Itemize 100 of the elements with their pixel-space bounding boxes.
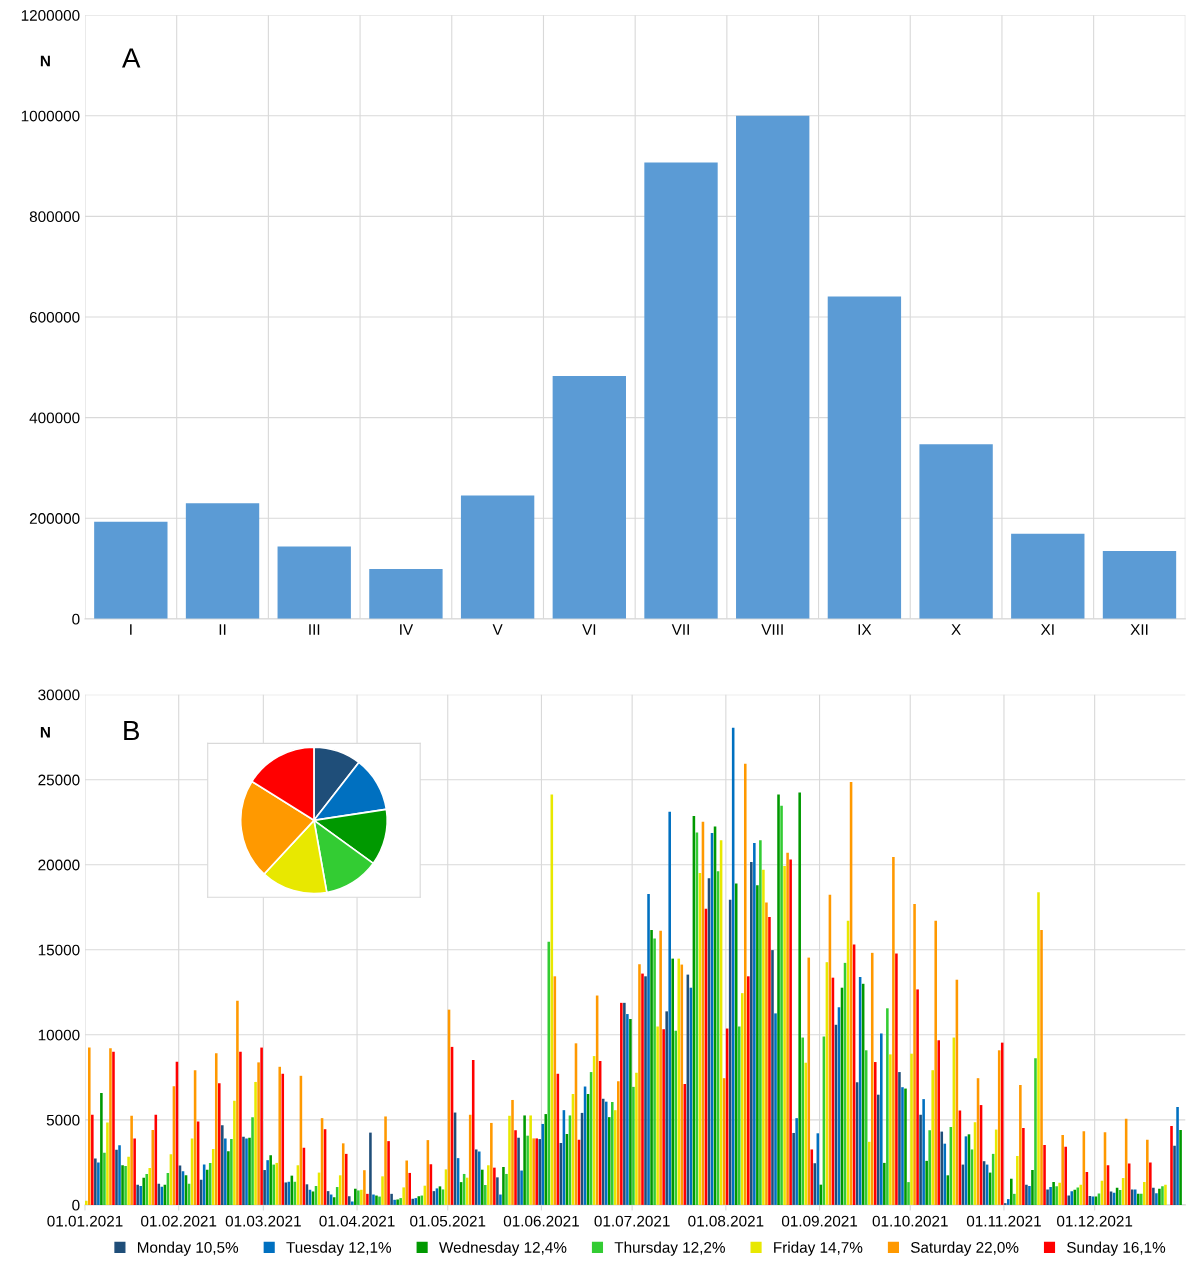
bar (792, 1132, 795, 1205)
bar (629, 1019, 632, 1205)
x-tick-label: 01.02.2021 (141, 1215, 217, 1227)
bar (211, 1149, 215, 1205)
y-tick-label: 600000 (29, 311, 80, 323)
bar (218, 1083, 221, 1205)
bar (795, 1118, 798, 1205)
bar (783, 866, 786, 1205)
x-tick-label: 01.06.2021 (503, 1215, 579, 1227)
annotation: A (122, 48, 141, 68)
bar (281, 1073, 285, 1205)
bar (880, 1033, 883, 1205)
x-tick-label: XII (1130, 624, 1148, 635)
bar (363, 1170, 366, 1205)
bar (103, 1152, 106, 1205)
bar (508, 1115, 511, 1205)
bar (614, 1110, 617, 1205)
bar (937, 1040, 941, 1205)
bar (737, 1026, 741, 1205)
bar (487, 1165, 490, 1205)
y-tick-label: 0 (72, 1199, 80, 1211)
bar (1136, 1193, 1140, 1205)
y-tick-label: 5000 (46, 1114, 80, 1126)
bar (347, 1196, 351, 1205)
legend-label: Tuesday 12,1% (286, 1241, 392, 1256)
bar (934, 920, 937, 1205)
bar (369, 569, 443, 619)
bar (747, 976, 750, 1205)
bar (514, 1130, 517, 1205)
x-tick-label: VI (582, 624, 596, 635)
bar (768, 916, 771, 1205)
bar (1067, 1195, 1071, 1205)
bar (1019, 1084, 1022, 1205)
bar (148, 1167, 152, 1205)
bar (214, 1053, 218, 1205)
bar (185, 503, 260, 619)
bar (1055, 1186, 1058, 1205)
bar (907, 1182, 910, 1205)
bar (617, 1081, 620, 1205)
bar (756, 885, 759, 1205)
bar (789, 859, 792, 1205)
x-tick-label: VII (671, 624, 689, 635)
bar (266, 1160, 269, 1205)
bar (1152, 1187, 1155, 1205)
bar (771, 950, 774, 1205)
bar (759, 840, 762, 1205)
bar (1031, 1170, 1034, 1205)
x-tick-label: 01.04.2021 (319, 1215, 395, 1227)
bar (384, 1116, 387, 1205)
bar (408, 1172, 412, 1205)
legend-label: Monday 10,5% (137, 1241, 239, 1256)
bar (743, 763, 747, 1205)
bar (810, 1149, 814, 1205)
y-tick-label: 0 (72, 613, 80, 625)
bar (913, 904, 916, 1205)
bar (898, 1072, 901, 1205)
bar (1022, 1128, 1025, 1205)
bar (520, 1170, 523, 1205)
bar (227, 1151, 230, 1205)
bar (889, 1054, 892, 1205)
bar (916, 989, 919, 1205)
bar (100, 1092, 103, 1205)
bar (892, 857, 895, 1205)
bar (635, 1072, 638, 1205)
bar (381, 1176, 384, 1205)
bar (786, 852, 789, 1205)
bar (118, 1145, 121, 1205)
x-tick-label: V (492, 624, 503, 635)
bar (94, 521, 168, 619)
bar (529, 1115, 532, 1205)
bar (511, 1099, 514, 1205)
bar (780, 805, 783, 1205)
x-tick-label: 01.09.2021 (781, 1215, 858, 1227)
bar (922, 1099, 925, 1205)
y-tick-label: 25000 (38, 774, 80, 786)
bar (484, 1185, 487, 1205)
bar (115, 1149, 118, 1205)
bar (490, 1122, 493, 1205)
bar (736, 115, 810, 619)
bar (638, 964, 641, 1205)
bar (366, 1193, 369, 1205)
bar (677, 958, 681, 1205)
bar (1102, 550, 1177, 619)
bar (910, 1053, 913, 1205)
y-axis-title: N (40, 726, 50, 738)
bar (269, 1155, 272, 1205)
bar (919, 1114, 922, 1205)
x-tick-label: IX (858, 624, 872, 635)
bar (883, 1162, 886, 1205)
bar (351, 1201, 354, 1205)
x-tick-label: 01.10.2021 (872, 1215, 948, 1227)
bar (405, 1160, 408, 1205)
bar (547, 941, 551, 1205)
bar (762, 869, 765, 1205)
bar (523, 1115, 526, 1205)
bar (662, 1029, 665, 1205)
bar (1170, 1125, 1173, 1205)
bar (886, 1008, 889, 1205)
bar (254, 1081, 257, 1205)
bar (496, 1177, 499, 1205)
